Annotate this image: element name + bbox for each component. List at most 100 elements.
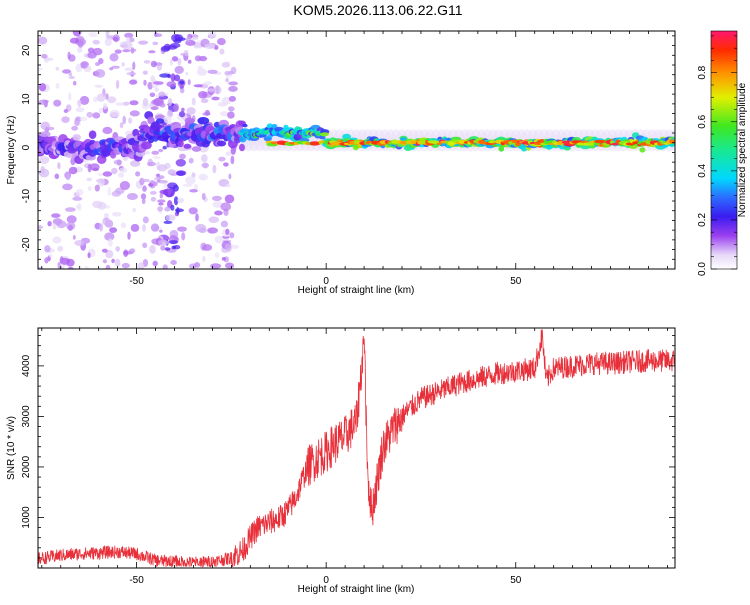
- noise-blob: [94, 184, 100, 192]
- noise-blob: [98, 223, 104, 232]
- noise-blob: [214, 85, 222, 95]
- band-core: [330, 141, 342, 146]
- noise-blob: [175, 159, 186, 167]
- noise-blob: [150, 60, 157, 68]
- band-blob: [498, 145, 505, 152]
- noise-blob: [74, 118, 80, 126]
- spectrogram-xlabel: Height of straight line (km): [298, 285, 415, 296]
- noise-blob: [225, 77, 230, 83]
- noise-blob: [109, 67, 114, 71]
- band-blob: [183, 143, 192, 149]
- noise-blob: [38, 36, 48, 45]
- noise-blob: [98, 107, 104, 114]
- noise-blob: [177, 197, 185, 204]
- noise-blob: [56, 220, 67, 229]
- noise-blob: [197, 65, 204, 71]
- noise-blob: [179, 153, 186, 160]
- noise-blob: [88, 32, 98, 38]
- noise-blob: [173, 39, 182, 44]
- noise-blob: [112, 36, 119, 42]
- noise-blob: [178, 111, 186, 118]
- noise-blob: [171, 56, 179, 62]
- noise-blob: [198, 227, 207, 234]
- band-core: [511, 139, 519, 144]
- noise-blob: [44, 257, 49, 264]
- noise-blob: [164, 92, 169, 97]
- noise-blob: [225, 262, 234, 269]
- noise-blob: [121, 262, 130, 269]
- noise-blob: [143, 60, 151, 64]
- noise-blob: [142, 242, 148, 249]
- noise-blob: [130, 223, 140, 232]
- noise-blob: [163, 220, 173, 224]
- noise-blob: [189, 189, 199, 193]
- noise-blob: [115, 102, 126, 106]
- noise-blob: [154, 87, 160, 92]
- noise-blob: [142, 185, 147, 192]
- snr-x-tick-label: -50: [129, 575, 144, 586]
- noise-blob: [104, 232, 115, 241]
- noise-blob: [163, 115, 172, 124]
- noise-blob: [224, 243, 232, 252]
- noise-blob: [187, 59, 192, 64]
- noise-blob: [193, 184, 198, 190]
- colorbar-gradient: [711, 31, 737, 269]
- noise-blob: [214, 210, 223, 216]
- y-tick-label: -10: [21, 188, 32, 203]
- noise-blob: [158, 148, 164, 153]
- noise-blob: [47, 221, 52, 227]
- noise-blob: [96, 178, 105, 183]
- noise-blob: [170, 173, 178, 176]
- noise-blob: [228, 106, 235, 112]
- noise-blob: [68, 76, 76, 79]
- noise-blob: [200, 98, 209, 104]
- noise-blob: [107, 187, 112, 196]
- noise-blob: [219, 48, 225, 55]
- noise-blob: [57, 261, 61, 269]
- spectrogram-ylabel: Frequency (Hz): [6, 116, 17, 185]
- noise-blob: [112, 212, 122, 217]
- snr-xlabel: Height of straight line (km): [298, 584, 415, 595]
- band-blob: [342, 133, 351, 140]
- band-blob: [319, 135, 326, 140]
- noise-blob: [164, 247, 171, 251]
- y-tick-label: 20: [21, 44, 32, 56]
- noise-blob: [62, 183, 73, 191]
- noise-blob: [102, 126, 113, 135]
- noise-blob: [38, 225, 43, 230]
- noise-blob: [129, 79, 138, 85]
- noise-blob: [105, 31, 110, 38]
- noise-blob: [109, 53, 119, 62]
- band-blob: [283, 124, 289, 130]
- noise-blob: [177, 58, 182, 66]
- noise-blob: [123, 101, 130, 106]
- noise-blob: [170, 204, 175, 211]
- noise-blob: [220, 202, 232, 211]
- noise-blob: [149, 92, 156, 98]
- noise-blob: [221, 96, 231, 105]
- noise-blob: [228, 85, 238, 92]
- noise-blob: [101, 248, 108, 253]
- noise-blob: [166, 81, 177, 88]
- band-blob: [197, 117, 210, 125]
- noise-blob: [124, 32, 134, 39]
- noise-blob: [201, 192, 206, 201]
- noise-blob: [92, 39, 100, 45]
- noise-blob: [227, 111, 235, 119]
- noise-blob: [173, 74, 181, 82]
- noise-blob: [188, 157, 194, 164]
- noise-blob: [185, 176, 196, 185]
- noise-blob: [157, 164, 168, 172]
- noise-blob: [55, 82, 60, 89]
- noise-blob: [54, 173, 60, 180]
- noise-blob: [72, 80, 77, 86]
- noise-blob: [165, 214, 176, 221]
- noise-blob: [97, 202, 107, 210]
- noise-blob: [150, 196, 157, 202]
- noise-blob: [176, 171, 186, 176]
- noise-blob: [129, 160, 141, 167]
- band-blob: [242, 123, 248, 128]
- noise-blob: [77, 40, 84, 48]
- noise-blob: [228, 95, 236, 102]
- colorbar-tick-label: 0.0: [697, 262, 708, 276]
